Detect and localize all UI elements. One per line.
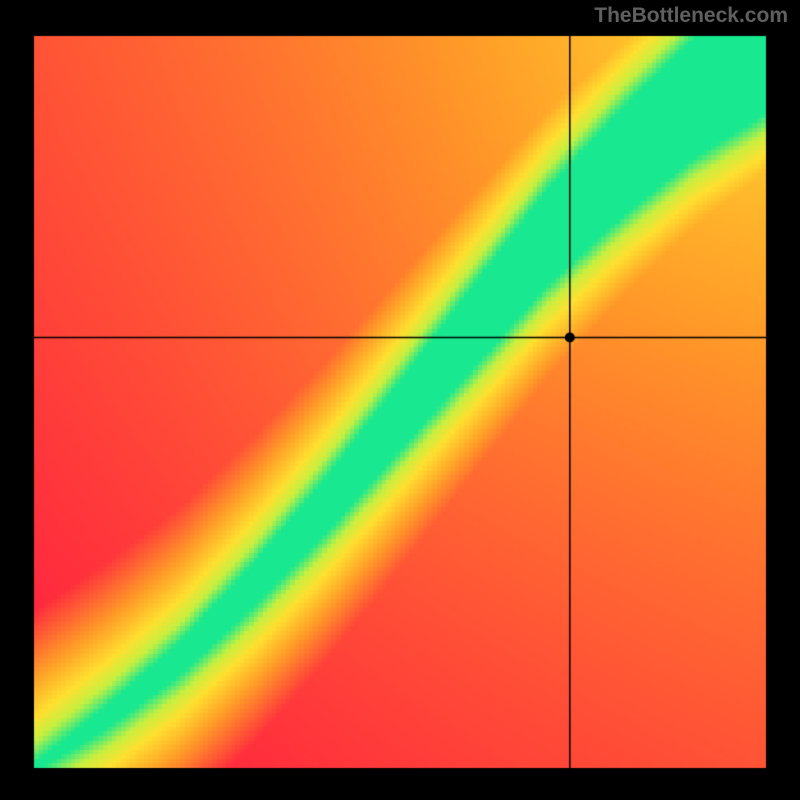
bottleneck-heatmap: [0, 0, 800, 800]
watermark-text: TheBottleneck.com: [594, 4, 788, 28]
chart-container: TheBottleneck.com: [0, 0, 800, 800]
